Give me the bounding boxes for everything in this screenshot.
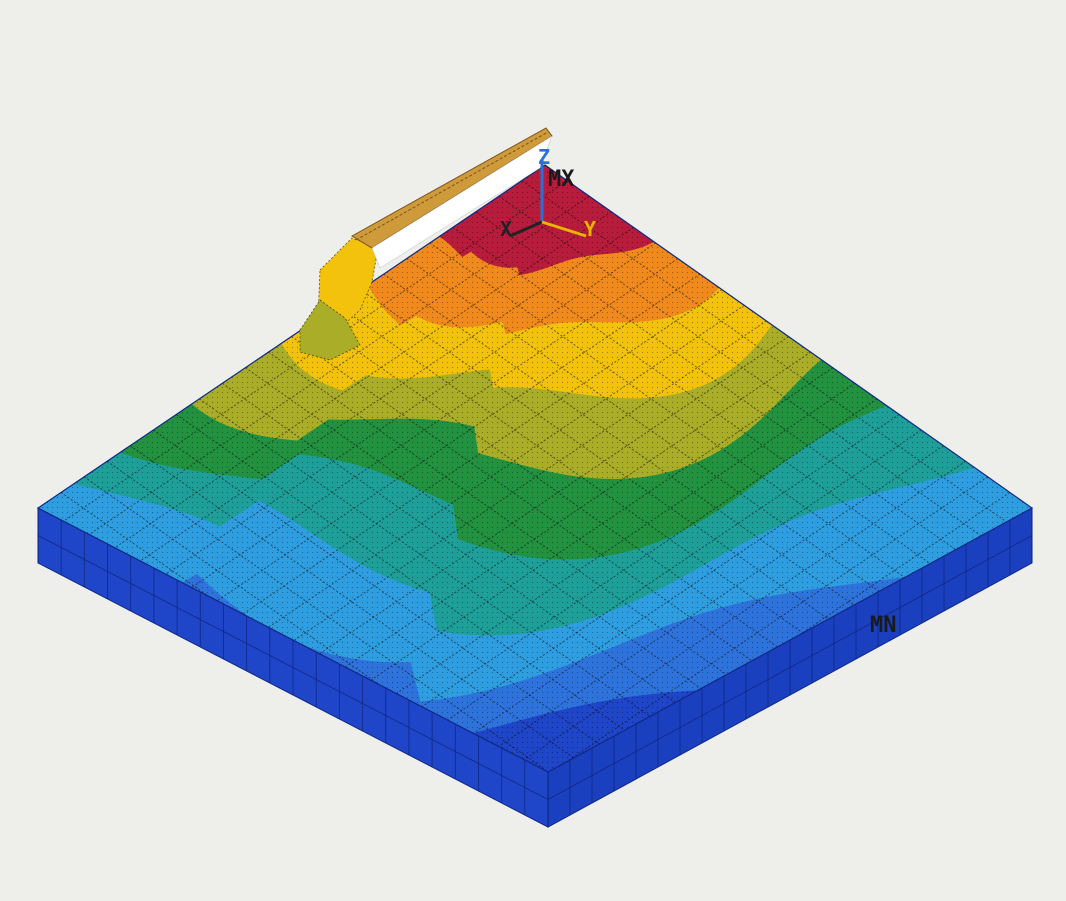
min-marker-label: MN (870, 613, 897, 638)
y-axis-label: Y (584, 217, 596, 241)
max-marker-label: MX (548, 167, 575, 192)
z-axis-label: Z (538, 145, 550, 169)
x-axis-label: X (500, 217, 512, 241)
